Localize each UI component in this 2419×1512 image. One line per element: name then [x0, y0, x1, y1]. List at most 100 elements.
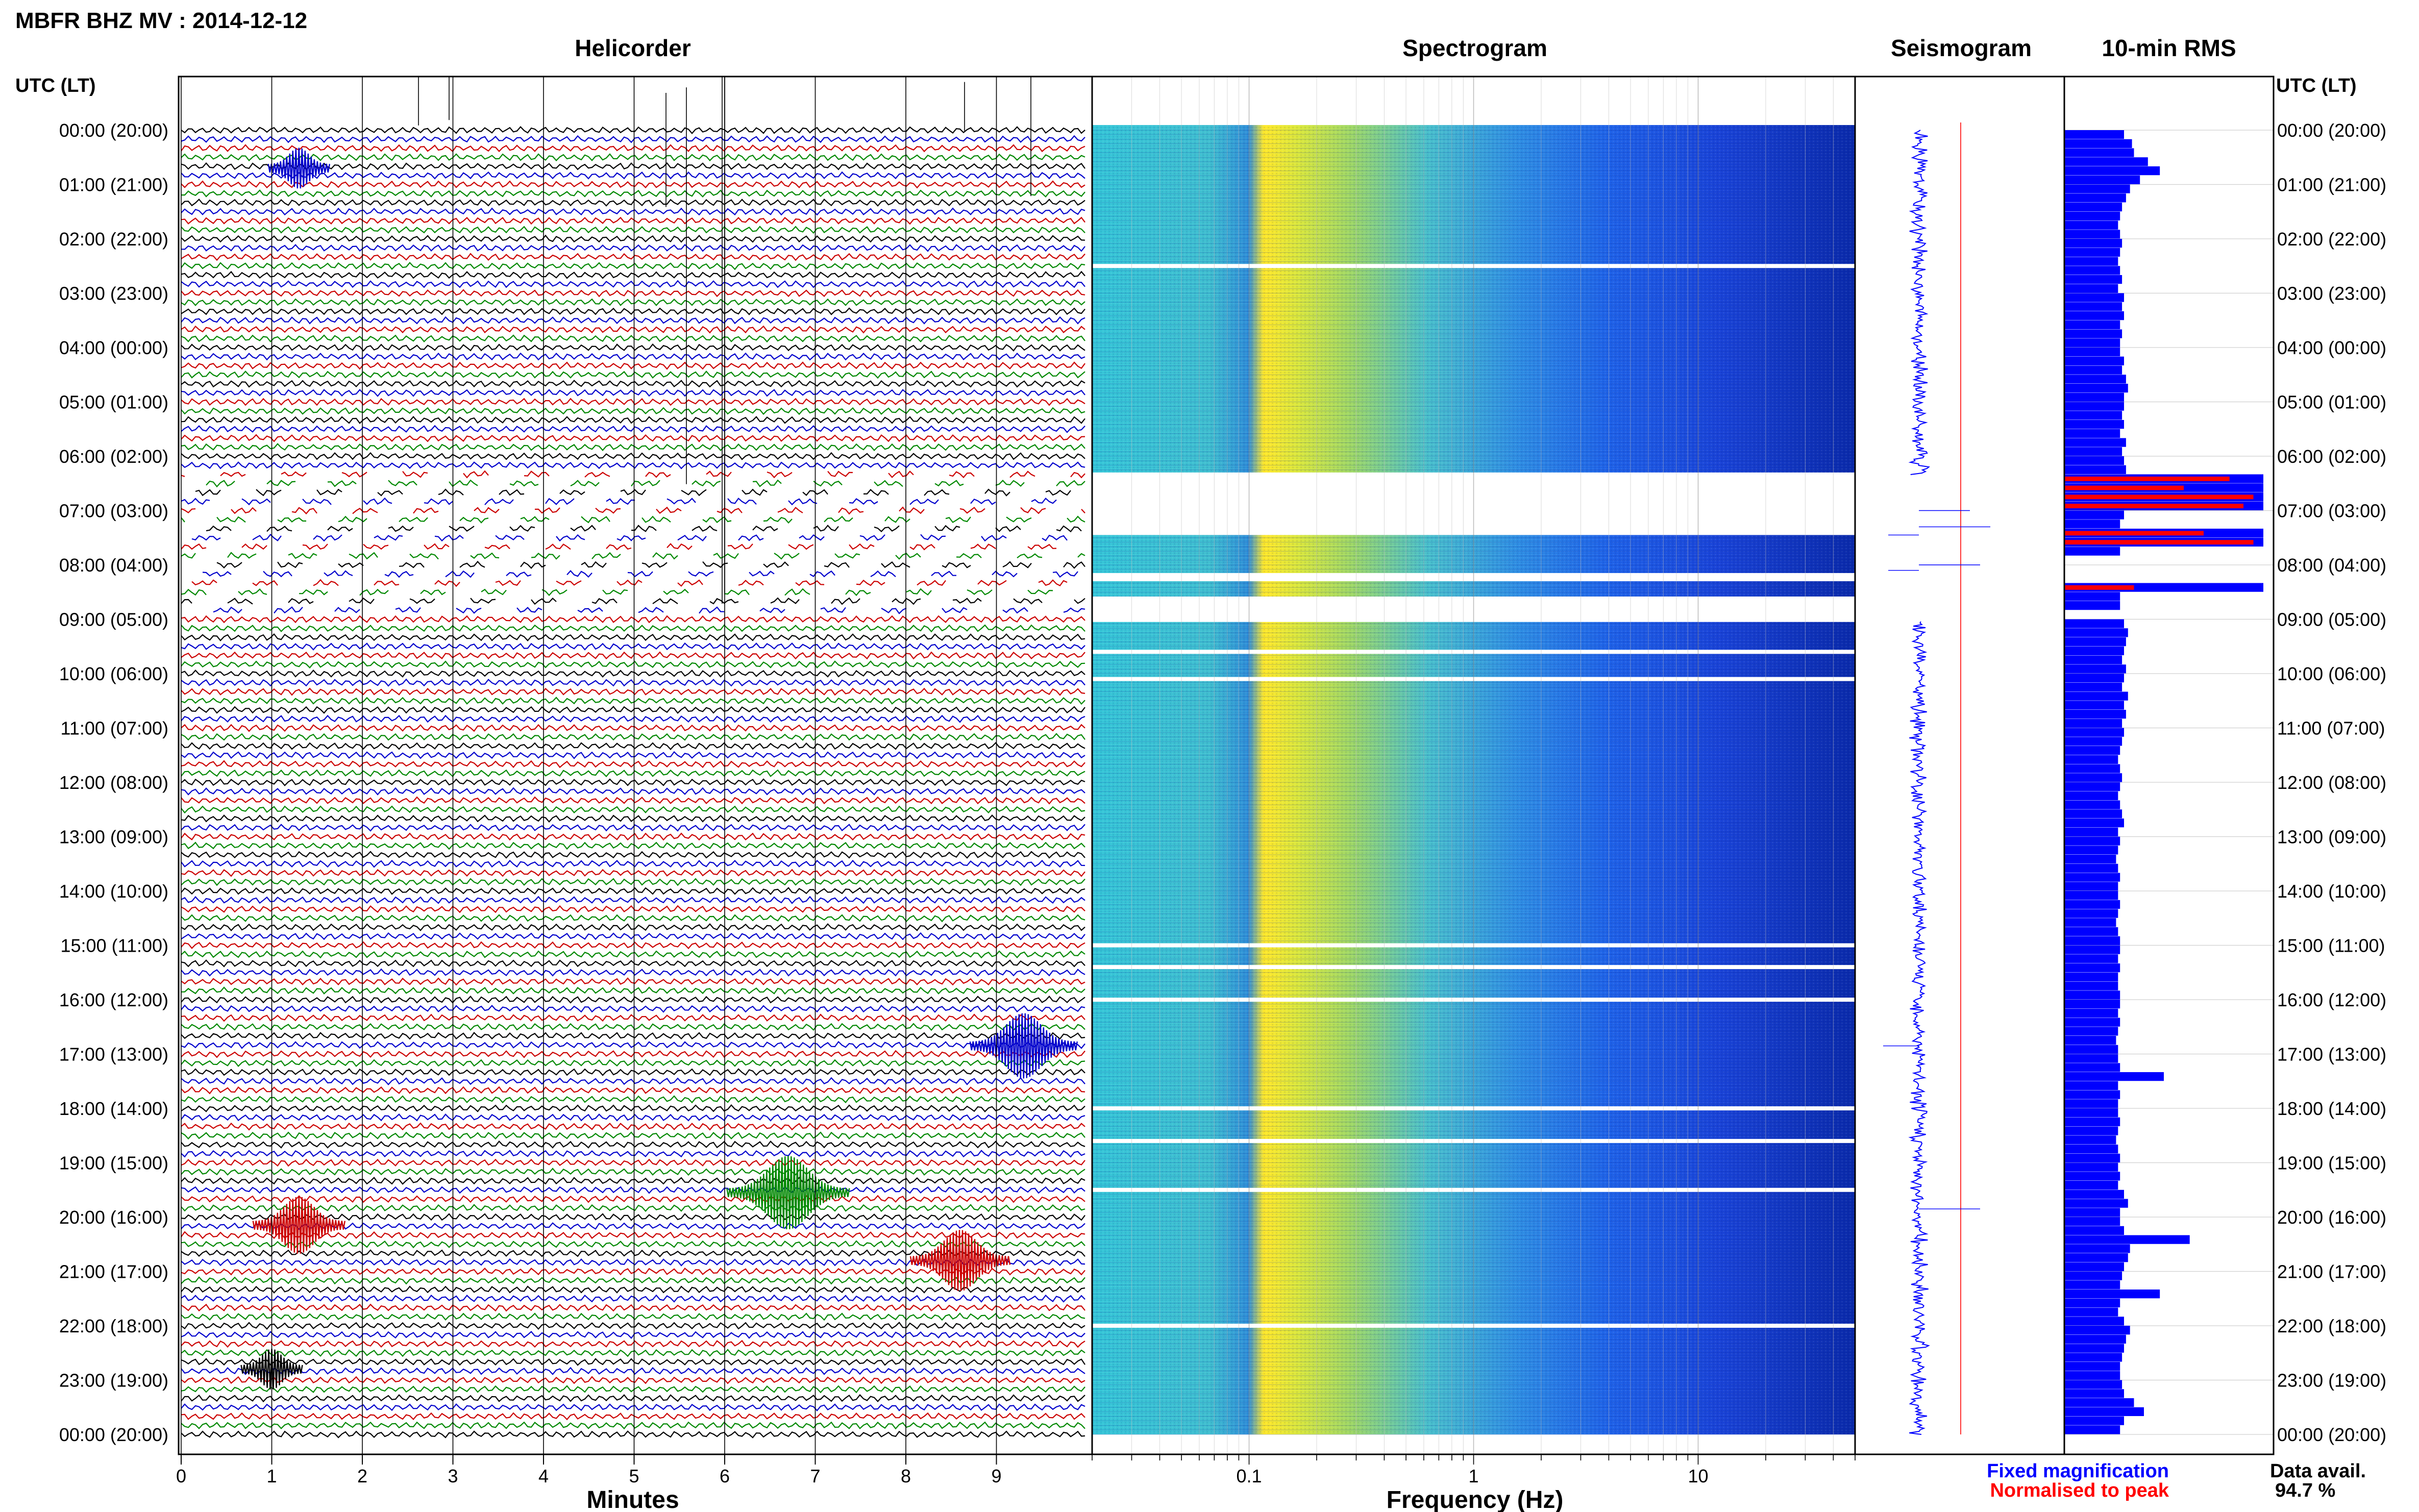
helicorder-trace: [181, 1113, 1085, 1122]
helicorder-trace: [181, 905, 1085, 913]
rms-bar-fixed: [2064, 592, 2120, 601]
time-label-left: 04:00 (00:00): [59, 337, 168, 358]
rms-bar-fixed: [2064, 963, 2120, 973]
rms-bar-fixed: [2064, 456, 2124, 465]
helicorder-x-tick-label: 6: [720, 1466, 730, 1486]
rms-bar-fixed: [2064, 664, 2126, 674]
time-label-right: 08:00 (04:00): [2277, 555, 2386, 576]
rms-bar-fixed: [2064, 1045, 2118, 1054]
time-label-left: 18:00 (14:00): [59, 1098, 168, 1119]
helicorder-trace: [181, 470, 1085, 479]
rms-bar-fixed: [2064, 402, 2124, 411]
helicorder-trace: [181, 1131, 1085, 1140]
time-label-right: 04:00 (00:00): [2277, 337, 2386, 358]
helicorder-trace: [181, 1358, 1085, 1366]
time-label-right: 20:00 (16:00): [2277, 1207, 2386, 1228]
spectrogram-title: Spectrogram: [1402, 35, 1547, 61]
rms-bar-fixed: [2064, 927, 2118, 936]
rms-bar-fixed: [2064, 882, 2118, 891]
helicorder-trace: [181, 1294, 1085, 1303]
helicorder-trace: [181, 651, 1085, 660]
rms-bar-fixed: [2064, 1099, 2118, 1108]
helicorder-trace: [181, 1276, 1085, 1285]
time-label-right: 23:00 (19:00): [2277, 1370, 2386, 1391]
helicorder-trace: [181, 416, 1085, 424]
rms-bar-fixed: [2064, 1117, 2120, 1126]
rms-bar-fixed: [2064, 836, 2120, 846]
time-label-right: 03:00 (23:00): [2277, 283, 2386, 304]
time-label-left: 13:00 (09:00): [59, 827, 168, 848]
helicorder-trace: [181, 733, 1085, 741]
helicorder-trace: [181, 1312, 1085, 1321]
seismogram-frame: [1854, 76, 2065, 1455]
rms-bar-fixed: [2064, 1307, 2118, 1317]
helicorder-trace: [181, 253, 1085, 261]
time-label-left: 15:00 (11:00): [61, 935, 168, 956]
rms-bars: [2064, 130, 2263, 1434]
rms-bar-fixed: [2064, 1145, 2118, 1154]
rms-bar-fixed: [2064, 365, 2122, 375]
rms-bar-fixed: [2064, 1407, 2144, 1416]
time-label-left: 17:00 (13:00): [59, 1044, 168, 1065]
helicorder-trace: [213, 606, 1085, 614]
helicorder-title: Helicorder: [575, 35, 691, 61]
helicorder-trace: [181, 389, 1085, 397]
helicorder-trace: [181, 1322, 1085, 1330]
rms-bar-fixed: [2064, 166, 2160, 176]
rms-bar-fixed: [2064, 1199, 2128, 1208]
helicorder-trace: [181, 660, 1085, 669]
rms-bar-fixed: [2064, 1162, 2118, 1172]
time-label-right: 18:00 (14:00): [2277, 1098, 2386, 1119]
helicorder-traces: [181, 77, 1085, 1439]
time-label-left: 06:00 (02:00): [59, 446, 168, 467]
rms-bar-fixed: [2064, 1326, 2130, 1335]
helicorder-trace: [181, 199, 1085, 207]
rms-bar-fixed: [2064, 302, 2122, 311]
rms-bar-fixed: [2064, 1108, 2118, 1118]
helicorder-trace: [181, 361, 1085, 370]
seismogram-fixed-trace: [1908, 130, 1930, 1435]
helicorder-event: [969, 1013, 1078, 1079]
rms-bar-fixed: [2064, 547, 2120, 556]
rms-bar-fixed: [2064, 1226, 2124, 1235]
time-label-right: 02:00 (22:00): [2277, 229, 2386, 250]
rms-bar-fixed: [2064, 873, 2120, 882]
rms-bar-fixed: [2064, 990, 2120, 1000]
rms-bar-fixed: [2064, 1126, 2118, 1135]
time-axis-right: 00:00 (20:00) 01:00 (21:00) 02:00 (22:00) 0…: [2277, 120, 2386, 1445]
helicorder-trace: [181, 1204, 1085, 1212]
helicorder-trace: [181, 1104, 1085, 1112]
rms-bar-fixed: [2064, 936, 2120, 945]
rms-bar-fixed: [2064, 1072, 2164, 1081]
helicorder-trace: [181, 434, 1085, 442]
spectrogram-panel: 0.1 1 10: [1091, 76, 1856, 1486]
time-label-right: 07:00 (03:00): [2277, 501, 2386, 522]
helicorder-x-tick-label: 5: [629, 1466, 639, 1486]
time-label-right: 17:00 (13:00): [2277, 1044, 2386, 1065]
helicorder-grid: [181, 77, 997, 1454]
rms-bar-fixed: [2064, 1262, 2124, 1271]
helicorder-trace: [181, 452, 1085, 460]
time-label-left: 20:00 (16:00): [59, 1207, 168, 1228]
time-label-left: 02:00 (22:00): [59, 229, 168, 250]
helicorder-trace: [181, 144, 1085, 153]
utc-label-left: UTC (LT): [15, 75, 96, 96]
rms-bar-fixed: [2064, 1362, 2120, 1371]
helicorder-trace: [181, 1040, 1085, 1049]
helicorder-trace: [181, 1285, 1085, 1294]
helicorder-trace: [181, 1023, 1085, 1031]
rms-bar-fixed: [2064, 139, 2132, 148]
time-label-left: 09:00 (05:00): [59, 609, 168, 630]
rms-bar-fixed: [2064, 447, 2122, 456]
helicorder-trace: [181, 1376, 1085, 1384]
helicorder-trace: [181, 624, 1085, 633]
rms-bar-fixed: [2064, 900, 2120, 909]
helicorder-trace: [181, 642, 1085, 651]
helicorder-trace: [181, 1349, 1085, 1357]
helicorder-trace: [181, 162, 1085, 170]
rms-bar-fixed: [2064, 1208, 2120, 1217]
rms-bar-fixed: [2064, 175, 2140, 184]
helicorder-trace: [181, 1240, 1085, 1249]
helicorder-trace: [181, 1403, 1085, 1411]
